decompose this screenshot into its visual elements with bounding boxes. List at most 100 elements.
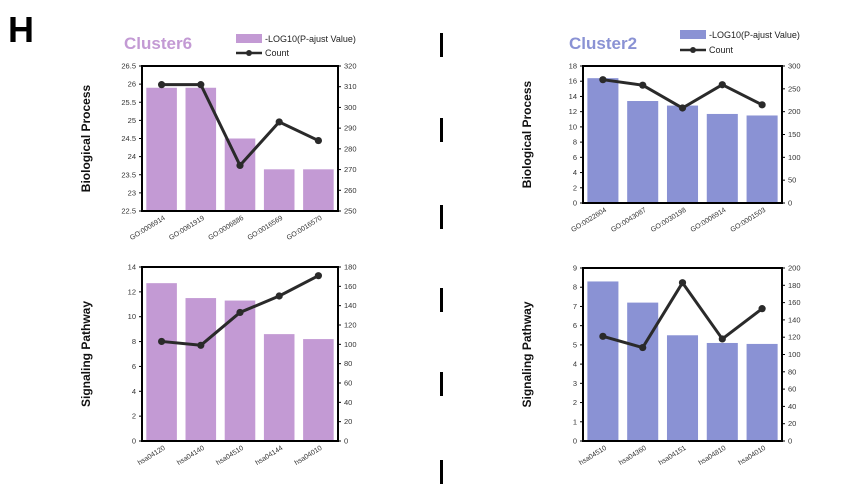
- c6-sp-y2tick-label: 180: [344, 263, 357, 272]
- cluster6-legend-bar-swatch: [236, 34, 262, 43]
- c2-sp-ytick-label: 0: [573, 437, 577, 446]
- c2-sp-count-point: [758, 305, 766, 313]
- c2-sp-y2tick-label: 120: [788, 333, 801, 342]
- c6-bp-y2tick-label: 290: [344, 124, 357, 133]
- c2-sp-ytick-label: 2: [573, 398, 577, 407]
- c2-bp-count-point: [639, 81, 647, 89]
- plots-layer: 22.52323.52424.52525.52626.5250260270280…: [79, 62, 801, 467]
- c6-sp-ytick-label: 10: [128, 312, 136, 321]
- c2-bp-y2tick-label: 50: [788, 176, 796, 185]
- c2-bp-category-label: GO:0030198: [650, 207, 688, 234]
- c6-bp-ytick-label: 22.5: [121, 207, 136, 216]
- c2-bp-bar: [746, 115, 778, 203]
- c2-bp-ytick-label: 12: [569, 107, 577, 116]
- c6-bp-ytick-label: 25.5: [121, 98, 136, 107]
- c2-bp-y2tick-label: 0: [788, 199, 792, 208]
- c2-bp-bar: [666, 105, 699, 203]
- c2-sp-y2tick-label: 40: [788, 402, 796, 411]
- c6-bp-bar: [303, 169, 334, 211]
- c6-sp-y2tick-label: 60: [344, 379, 352, 388]
- c2-sp-ytick-label: 1: [573, 417, 577, 426]
- c2-sp-chart: 0 1 2 3 4 5 6 7 8 9 0 20 40 60 80 100 120 140 160 180 200 hsa…: [520, 264, 801, 467]
- c2-sp-bar: [627, 302, 659, 441]
- c2-bp-ytick-label: 6: [573, 153, 577, 162]
- c6-sp-count-point: [158, 337, 166, 346]
- c6-bp-category-label: GO:0061919: [168, 215, 206, 242]
- c2-bp-ylabel: Biological Process: [520, 80, 534, 188]
- c2-bp-count-point: [758, 101, 766, 109]
- c2-sp-count-point: [599, 332, 607, 340]
- c2-bp-ytick-label: 18: [569, 62, 577, 71]
- c6-sp-chart: 02468101214020406080100120140160180hsa04…: [79, 263, 357, 467]
- c6-bp-ytick-label: 26.5: [121, 62, 136, 71]
- c2-bp-ytick-label: 0: [573, 199, 577, 208]
- c2-sp-count-point: [718, 335, 726, 343]
- c6-sp-ytick-label: 6: [132, 362, 136, 371]
- c6-sp-count-point: [236, 308, 244, 317]
- c2-bp-y2tick-label: 100: [788, 153, 801, 162]
- c6-sp-y2tick-label: 40: [344, 398, 352, 407]
- c2-bp-count-point: [599, 76, 607, 84]
- cluster6-legend-line-label: Count: [265, 48, 290, 58]
- c6-sp-y2tick-label: 120: [344, 321, 357, 330]
- c6-bp-ytick-label: 26: [128, 80, 136, 89]
- c6-sp-y2tick-label: 140: [344, 301, 357, 310]
- c2-sp-y2tick-label: 160: [788, 298, 801, 307]
- c6-bp-count-point: [158, 81, 166, 89]
- c2-sp-y2tick-label: 180: [788, 281, 801, 290]
- c6-bp-category-label: GO:0006886: [207, 215, 245, 242]
- c2-sp-y2tick-label: 0: [788, 437, 792, 446]
- panel-label: H: [8, 9, 34, 50]
- c6-bp-y2tick-label: 320: [344, 62, 357, 71]
- c2-bp-ytick-label: 4: [573, 168, 577, 177]
- c6-bp-bar: [224, 138, 256, 211]
- c2-sp-y2tick-label: 20: [788, 419, 796, 428]
- c6-bp-count-point: [236, 161, 244, 170]
- c2-sp-y2tick-label: 60: [788, 385, 796, 394]
- c6-sp-category-label: hsa04120: [137, 445, 167, 467]
- c6-bp-y2tick-label: 300: [344, 103, 357, 112]
- c2-bp-y2tick-label: 150: [788, 130, 801, 139]
- c2-sp-y2tick-label: 80: [788, 367, 796, 376]
- c6-bp-bar: [263, 169, 295, 211]
- c6-sp-bar: [263, 334, 295, 441]
- c6-sp-y2tick-label: 80: [344, 359, 352, 368]
- c6-bp-y2tick-label: 260: [344, 186, 357, 195]
- cluster2-legend: -LOG10(P-ajust Value) Count: [680, 30, 800, 55]
- c2-bp-count-point: [718, 81, 726, 89]
- c6-bp-category-label: GO:0006914: [129, 215, 167, 242]
- c2-sp-y2tick-label: 140: [788, 315, 801, 324]
- cluster2-legend-bar-label: -LOG10(P-ajust Value): [709, 30, 800, 40]
- c6-sp-ytick-label: 4: [132, 387, 136, 396]
- c2-sp-bar: [587, 281, 619, 441]
- c2-sp-category-label: hsa04810: [698, 445, 728, 467]
- c2-bp-y2tick-label: 200: [788, 107, 801, 116]
- c2-sp-y2tick-label: 200: [788, 264, 801, 273]
- c6-sp-ytick-label: 14: [128, 263, 136, 272]
- c6-bp-y2tick-label: 250: [344, 207, 357, 216]
- c2-bp-ytick-label: 10: [569, 122, 577, 131]
- c2-bp-y2tick-label: 300: [788, 62, 801, 71]
- c6-sp-category-label: hsa04140: [176, 445, 206, 467]
- c2-bp-bar: [627, 101, 659, 203]
- c6-bp-ytick-label: 24.5: [121, 134, 136, 143]
- c2-sp-bar: [746, 343, 778, 441]
- c6-sp-category-label: hsa04144: [254, 445, 284, 467]
- c6-sp-count-point: [197, 341, 205, 349]
- c2-sp-category-label: hsa04151: [658, 445, 688, 467]
- c2-bp-bar: [706, 113, 738, 203]
- c2-bp-ytick-label: 16: [569, 77, 577, 86]
- c6-sp-axes-frame: [141, 266, 339, 442]
- c6-bp-chart: 22.5 23 23.5 24 24.5 25 25.5 26 26.5 250 260 270 280…: [79, 62, 357, 242]
- c6-sp-y2tick-label: 20: [344, 417, 352, 426]
- cluster2-legend-line-marker: [690, 47, 696, 53]
- c6-bp-ytick-label: 25: [128, 116, 136, 125]
- c2-sp-ytick-label: 5: [573, 340, 577, 349]
- c2-bp-ytick-label: 14: [569, 92, 577, 101]
- c2-sp-ytick-label: 7: [573, 302, 577, 311]
- c2-sp-ytick-label: 9: [573, 264, 577, 273]
- c2-sp-category-label: hsa04510: [578, 445, 608, 467]
- c6-bp-y2tick-label: 310: [344, 82, 357, 91]
- c2-bp-bar: [587, 78, 619, 203]
